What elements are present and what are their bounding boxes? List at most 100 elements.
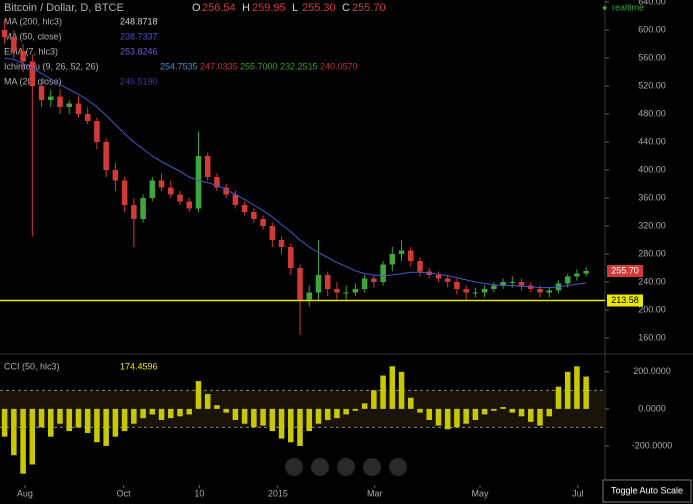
candle-body <box>324 275 331 289</box>
candle-body <box>278 240 285 247</box>
indicator-label: MA (50, close) <box>4 31 62 41</box>
cci-bar <box>177 408 183 417</box>
ma-line <box>4 57 587 289</box>
candle-body <box>232 194 239 205</box>
nav-buttons[interactable] <box>285 458 407 476</box>
indicator-value: 247.0335 <box>200 61 238 71</box>
zoom-in[interactable] <box>363 458 381 476</box>
price-tag <box>607 265 643 278</box>
candle-body <box>444 278 451 282</box>
cci-bar <box>509 408 516 413</box>
cci-bar <box>20 408 26 474</box>
y-tick-label: 520.00 <box>638 80 666 90</box>
candle-body <box>241 205 248 212</box>
cci-bar <box>241 408 248 424</box>
x-tick-label: 2015 <box>268 488 288 498</box>
y-tick-label: 640.00 <box>638 0 666 6</box>
candle-body <box>57 96 63 107</box>
candle-body <box>481 289 488 293</box>
candle-body <box>352 289 359 293</box>
candle-body <box>564 276 571 284</box>
cci-bar <box>29 408 36 465</box>
candle-body <box>251 212 257 219</box>
cci-bar <box>223 408 229 413</box>
cci-bar <box>380 375 386 409</box>
indicator-label: EMA (7, hlc3) <box>4 46 58 56</box>
candle-body <box>297 268 303 300</box>
cci-bar <box>232 408 239 420</box>
cci-bar <box>315 408 322 424</box>
cci-bar <box>583 376 589 409</box>
indicator-label: Ichimoku (9, 26, 52, 26) <box>4 61 99 71</box>
zoom-out[interactable] <box>311 458 329 476</box>
cci-bar <box>84 408 91 433</box>
toggle-button[interactable] <box>602 479 692 503</box>
candle-body <box>158 180 165 188</box>
cci-bar <box>454 408 460 428</box>
candle-body <box>306 292 312 300</box>
candle-body <box>204 156 211 177</box>
cci-bar <box>140 408 146 419</box>
cci-bar <box>48 408 54 437</box>
support-tag <box>607 294 643 307</box>
scroll-right[interactable] <box>389 458 407 476</box>
candle-body <box>435 275 442 279</box>
candle-body <box>389 254 396 265</box>
candle-body <box>398 250 405 254</box>
candle-body <box>131 205 137 219</box>
cci-bar <box>417 408 423 413</box>
symbol-title: Bitcoin / Dollar, D, BTCE <box>4 2 124 14</box>
candle-body <box>343 292 349 294</box>
cci-bar <box>555 386 562 409</box>
candle-body <box>509 282 516 283</box>
ohlc-key: L <box>292 2 298 14</box>
cci-bar <box>463 408 469 424</box>
indicator-value: 255.7000 <box>240 61 278 71</box>
cci-bar <box>57 408 63 424</box>
toggle-button-label[interactable]: Toggle Auto Scale <box>611 485 683 495</box>
cci-bar <box>444 408 451 430</box>
cci-bar <box>435 408 442 426</box>
cci-bar <box>398 371 405 409</box>
support-label: 213.58 <box>611 295 639 305</box>
indicator-value: 248.8718 <box>120 16 158 26</box>
candle-body <box>29 61 36 86</box>
cci-bar <box>195 381 202 409</box>
candle-body <box>48 96 54 100</box>
ohlc-value: 255.70 <box>352 2 386 14</box>
cci-bar <box>334 408 340 419</box>
cci-bar <box>149 408 156 415</box>
cci-bar <box>408 397 414 409</box>
ohlc-value: 256.54 <box>202 2 236 14</box>
candle-body <box>195 156 202 209</box>
cci-bar <box>103 408 109 446</box>
cci-bar <box>75 408 82 428</box>
status: ● <box>602 2 607 12</box>
indicator-value: 240.0570 <box>320 61 358 71</box>
y-tick-label: 240.00 <box>638 276 666 286</box>
x-tick-label: 10 <box>194 488 204 498</box>
candle-body <box>1 30 8 37</box>
ohlc-key: H <box>242 2 250 14</box>
candle-body <box>417 261 423 272</box>
cci-bar <box>186 408 192 415</box>
cci-bar <box>1 408 8 437</box>
cci-bar <box>481 408 488 415</box>
candle-body <box>112 170 119 181</box>
reset[interactable] <box>337 458 355 476</box>
cci-bar <box>94 408 100 443</box>
cci-bar <box>251 408 257 428</box>
cci-bar <box>324 408 331 420</box>
y-tick-label: 600.00 <box>638 24 666 34</box>
cci-bar <box>500 407 506 409</box>
cci-value: 174.4596 <box>120 361 158 371</box>
cci-bar <box>426 408 432 420</box>
cci-bar <box>204 394 211 409</box>
candle-body <box>177 194 183 202</box>
indicator-value: 232.2515 <box>280 61 318 71</box>
candle-body <box>186 201 192 209</box>
candle-body <box>583 271 589 274</box>
scroll-left[interactable] <box>285 458 303 476</box>
y-tick-label: 280.00 <box>638 248 666 258</box>
candle-body <box>500 282 506 286</box>
